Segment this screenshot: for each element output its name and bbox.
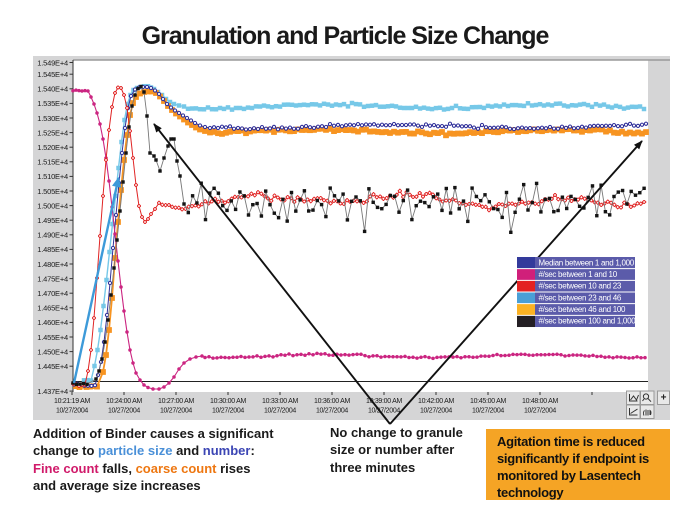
svg-text:10/27/2004: 10/27/2004 [56, 408, 88, 415]
svg-text:10:42:00 AM: 10:42:00 AM [418, 398, 454, 405]
svg-text:10:24:00 AM: 10:24:00 AM [106, 398, 142, 405]
svg-text:1.470E+4: 1.470E+4 [37, 289, 68, 298]
svg-text:1.485E+4: 1.485E+4 [37, 245, 68, 254]
svg-text:10:21:19 AM: 10:21:19 AM [54, 398, 90, 405]
svg-text:10/27/2004: 10/27/2004 [108, 408, 140, 415]
svg-text:1.525E+4: 1.525E+4 [37, 128, 68, 137]
svg-text:1.505E+4: 1.505E+4 [37, 187, 68, 196]
svg-text:1.490E+4: 1.490E+4 [37, 231, 68, 240]
svg-text:#/sec between 1 and 10: #/sec between 1 and 10 [539, 270, 618, 279]
svg-text:#/sec between 46 and 100: #/sec between 46 and 100 [539, 305, 627, 314]
svg-text:1.540E+4: 1.540E+4 [37, 85, 68, 94]
svg-text:10:45:00 AM: 10:45:00 AM [470, 398, 506, 405]
svg-text:1.450E+4: 1.450E+4 [37, 347, 68, 356]
svg-text:1.495E+4: 1.495E+4 [37, 216, 68, 225]
svg-text:#/sec between 23 and 46: #/sec between 23 and 46 [539, 293, 622, 302]
svg-text:1.500E+4: 1.500E+4 [37, 201, 68, 210]
svg-text:#/sec between 10 and 23: #/sec between 10 and 23 [539, 282, 622, 291]
svg-text:10/27/2004: 10/27/2004 [472, 408, 504, 415]
svg-text:10:27:00 AM: 10:27:00 AM [158, 398, 194, 405]
svg-text:1.455E+4: 1.455E+4 [37, 333, 68, 342]
svg-text:1.465E+4: 1.465E+4 [37, 304, 68, 313]
svg-text:10:30:00 AM: 10:30:00 AM [210, 398, 246, 405]
svg-text:10/27/2004: 10/27/2004 [160, 408, 192, 415]
svg-text:10/27/2004: 10/27/2004 [420, 408, 452, 415]
svg-text:1.535E+4: 1.535E+4 [37, 99, 68, 108]
svg-text:10/27/2004: 10/27/2004 [368, 408, 400, 415]
svg-text:10/27/2004: 10/27/2004 [264, 408, 296, 415]
svg-text:Median between 1 and 1,000: Median between 1 and 1,000 [539, 258, 635, 267]
svg-text:1.480E+4: 1.480E+4 [37, 260, 68, 269]
svg-text:10/27/2004: 10/27/2004 [316, 408, 348, 415]
svg-text:1.549E+4: 1.549E+4 [37, 58, 68, 67]
svg-text:1.445E+4: 1.445E+4 [37, 362, 68, 371]
svg-text:10:39:00 AM: 10:39:00 AM [366, 398, 402, 405]
svg-text:10/27/2004: 10/27/2004 [212, 408, 244, 415]
svg-text:1.460E+4: 1.460E+4 [37, 318, 68, 327]
svg-text:#/sec between 100 and 1,000: #/sec between 100 and 1,000 [539, 317, 637, 326]
svg-text:1.437E+4: 1.437E+4 [37, 387, 68, 396]
svg-text:1.530E+4: 1.530E+4 [37, 114, 68, 123]
svg-text:1.515E+4: 1.515E+4 [37, 158, 68, 167]
svg-text:+: + [661, 393, 667, 404]
svg-text:1.475E+4: 1.475E+4 [37, 274, 68, 283]
svg-text:1.510E+4: 1.510E+4 [37, 172, 68, 181]
svg-text:10:36:00 AM: 10:36:00 AM [314, 398, 350, 405]
svg-text:1.520E+4: 1.520E+4 [37, 143, 68, 152]
svg-text:10:48:00 AM: 10:48:00 AM [522, 398, 558, 405]
svg-text:10:33:00 AM: 10:33:00 AM [262, 398, 298, 405]
svg-text:10/27/2004: 10/27/2004 [524, 408, 556, 415]
svg-text:1.545E+4: 1.545E+4 [37, 70, 68, 79]
